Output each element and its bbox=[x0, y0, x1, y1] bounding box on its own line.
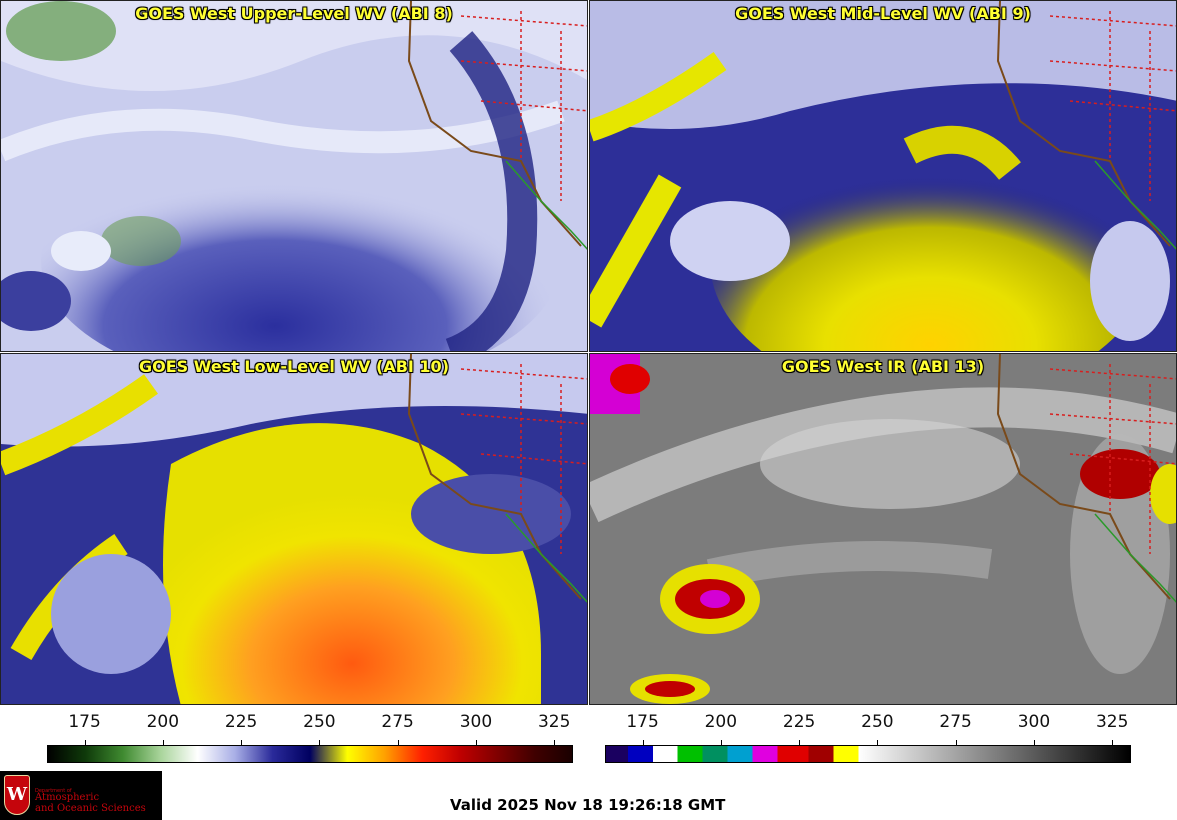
colorbar-tick-mark bbox=[642, 740, 644, 746]
colorbar-tick-label: 275 bbox=[381, 712, 414, 732]
colorbar-tick-mark bbox=[799, 740, 801, 746]
colorbar-tick-label: 225 bbox=[782, 712, 816, 732]
ir-colorbar: 175 200 225 250 275 300 325 bbox=[605, 712, 1131, 766]
colorbar-tick-label: 300 bbox=[1017, 712, 1051, 732]
wv-colorbar: 175 200 225 250 275 300 325 bbox=[47, 712, 573, 766]
colorbar-tick-mark bbox=[84, 740, 86, 746]
panel-title: GOES West IR (ABI 13) bbox=[781, 357, 985, 376]
colorbar-tick-mark bbox=[877, 740, 879, 746]
colorbar-tick-mark bbox=[1033, 740, 1035, 746]
colorbar-tick-label: 325 bbox=[1095, 712, 1129, 732]
colorbar-tick-label: 325 bbox=[537, 712, 571, 732]
low-level-wv-panel: GOES West Low-Level WV (ABI 10) bbox=[0, 353, 588, 705]
colorbar-tick-mark bbox=[1112, 740, 1114, 746]
colorbar-tick-mark bbox=[554, 740, 556, 746]
wv-colorbar-gradient bbox=[47, 745, 573, 763]
colorbar-tick-label: 275 bbox=[939, 712, 972, 732]
wv-colorbar-ticks: 175 200 225 250 275 300 325 bbox=[47, 712, 573, 746]
ir-panel: GOES West IR (ABI 13) bbox=[589, 353, 1177, 705]
colorbar-tick-label: 225 bbox=[224, 712, 258, 732]
mid-level-wv-panel: GOES West Mid-Level WV (ABI 9) bbox=[589, 0, 1177, 352]
colorbar-tick-mark bbox=[955, 740, 957, 746]
colorbar-tick-mark bbox=[319, 740, 321, 746]
upper-level-wv-image bbox=[1, 1, 587, 351]
colorbar-tick-label: 250 bbox=[303, 712, 336, 732]
uw-aos-logo: W Department of Atmospheric and Oceanic … bbox=[0, 771, 162, 820]
panel-title: GOES West Mid-Level WV (ABI 9) bbox=[735, 4, 1031, 23]
colorbar-tick-mark bbox=[475, 740, 477, 746]
ir-colorbar-ticks: 175 200 225 250 275 300 325 bbox=[605, 712, 1131, 746]
panel-title: GOES West Upper-Level WV (ABI 8) bbox=[135, 4, 453, 23]
low-level-wv-image bbox=[1, 354, 587, 704]
upper-level-wv-panel: GOES West Upper-Level WV (ABI 8) bbox=[0, 0, 588, 352]
ir-image bbox=[590, 354, 1176, 704]
colorbar-tick-label: 250 bbox=[861, 712, 894, 732]
valid-time: Valid 2025 Nov 18 19:26:18 GMT bbox=[450, 796, 726, 814]
logo-line2: and Oceanic Sciences bbox=[35, 803, 146, 814]
colorbar-tick-mark bbox=[397, 740, 399, 746]
colorbar-tick-label: 175 bbox=[626, 712, 659, 732]
colorbar-tick-label: 175 bbox=[68, 712, 101, 732]
colorbar-tick-label: 300 bbox=[459, 712, 493, 732]
colorbar-tick-mark bbox=[241, 740, 243, 746]
colorbar-tick-label: 200 bbox=[704, 712, 738, 732]
logo-dept-text: Department of bbox=[35, 788, 72, 794]
colorbar-tick-mark bbox=[720, 740, 722, 746]
uw-crest-icon: W bbox=[4, 775, 30, 815]
logo-line1: Atmospheric bbox=[35, 792, 100, 803]
panel-title: GOES West Low-Level WV (ABI 10) bbox=[138, 357, 449, 376]
colorbar-tick-mark bbox=[162, 740, 164, 746]
mid-level-wv-image bbox=[590, 1, 1176, 351]
colorbar-tick-label: 200 bbox=[146, 712, 180, 732]
ir-colorbar-gradient bbox=[605, 745, 1131, 763]
